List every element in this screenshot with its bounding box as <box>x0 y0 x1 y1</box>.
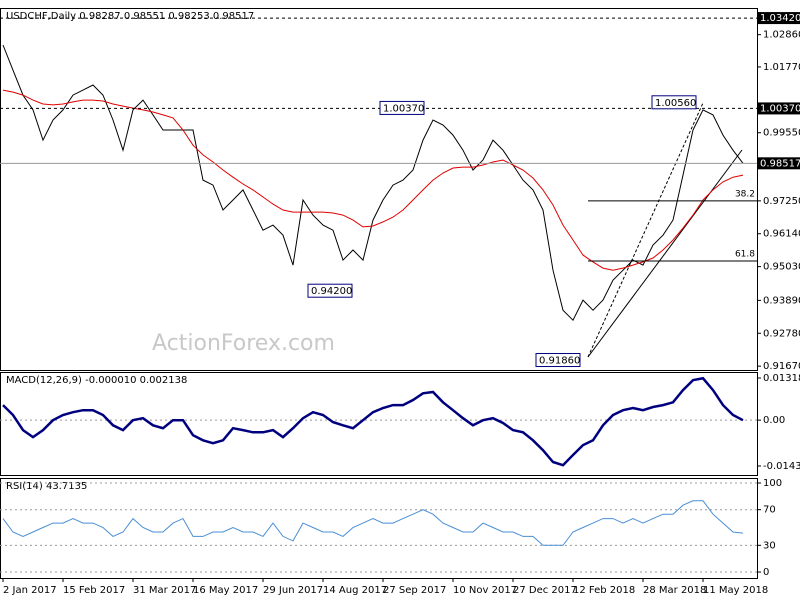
x-tick-label: 10 Nov 2017 <box>453 585 517 596</box>
panel-title: MACD(12,26,9) -0.000010 0.002138 <box>6 375 187 386</box>
x-tick-label: 11 May 2018 <box>703 585 768 596</box>
price-label: 1.00370 <box>760 103 800 114</box>
panel-frame <box>0 478 758 579</box>
y-tick-label: 0.91670 <box>763 361 800 372</box>
price-label: 1.03420 <box>760 13 800 24</box>
y-tick-label: 0 <box>763 567 769 578</box>
price-label: 0.98517 <box>760 158 800 169</box>
y-tick-label: 100 <box>763 478 782 489</box>
annotation-box <box>307 283 353 298</box>
watermark: ActionForex.com <box>152 331 335 356</box>
annotation: 0.94200 <box>311 286 352 297</box>
fib-label: 38.2 <box>735 189 755 199</box>
x-tick-label: 27 Sep 2017 <box>383 585 446 596</box>
x-tick-label: 12 Feb 2018 <box>573 585 635 596</box>
fib-label: 61.8 <box>735 249 755 259</box>
series-line <box>2 376 744 467</box>
x-tick-label: 16 May 2017 <box>193 585 258 596</box>
y-tick-label: -0.014339 <box>763 461 800 472</box>
panel-title: RSI(14) 43.7135 <box>6 481 87 492</box>
price-label-box <box>757 12 800 25</box>
x-tick-label: 28 Mar 2018 <box>643 585 706 596</box>
series-line <box>2 44 744 322</box>
y-tick-label: 0.00 <box>763 415 785 426</box>
price-label-box <box>757 157 800 170</box>
trend-line <box>587 149 743 358</box>
annotation: 1.00370 <box>383 103 424 114</box>
y-tick-label: 70 <box>763 505 776 516</box>
x-tick-label: 15 Feb 2017 <box>63 585 125 596</box>
panel-title: USDCHF,Daily 0.98287 0.98551 0.98253 0.9… <box>6 11 254 22</box>
annotation-box <box>379 100 425 115</box>
y-tick-label: 30 <box>763 540 776 551</box>
price-label-box <box>757 102 800 115</box>
x-tick-label: 2 Jan 2017 <box>3 585 57 596</box>
panel-frame <box>0 372 758 476</box>
annotation-box <box>535 353 581 368</box>
y-tick-label: 1.02860 <box>763 30 800 41</box>
x-tick-label: 27 Dec 2017 <box>513 585 577 596</box>
trend-dashed <box>587 102 704 358</box>
series-line <box>2 500 744 546</box>
panel-frame <box>0 8 758 371</box>
annotation-box <box>651 95 697 110</box>
annotation: 1.00560 <box>655 98 696 109</box>
x-tick-label: 14 Aug 2017 <box>323 585 387 596</box>
annotation: 0.91860 <box>539 356 580 367</box>
x-tick-label: 29 Jun 2017 <box>263 585 323 596</box>
series-line <box>2 89 744 271</box>
x-tick-label: 31 Mar 2017 <box>133 585 196 596</box>
y-tick-label: 0.013184 <box>763 373 800 384</box>
